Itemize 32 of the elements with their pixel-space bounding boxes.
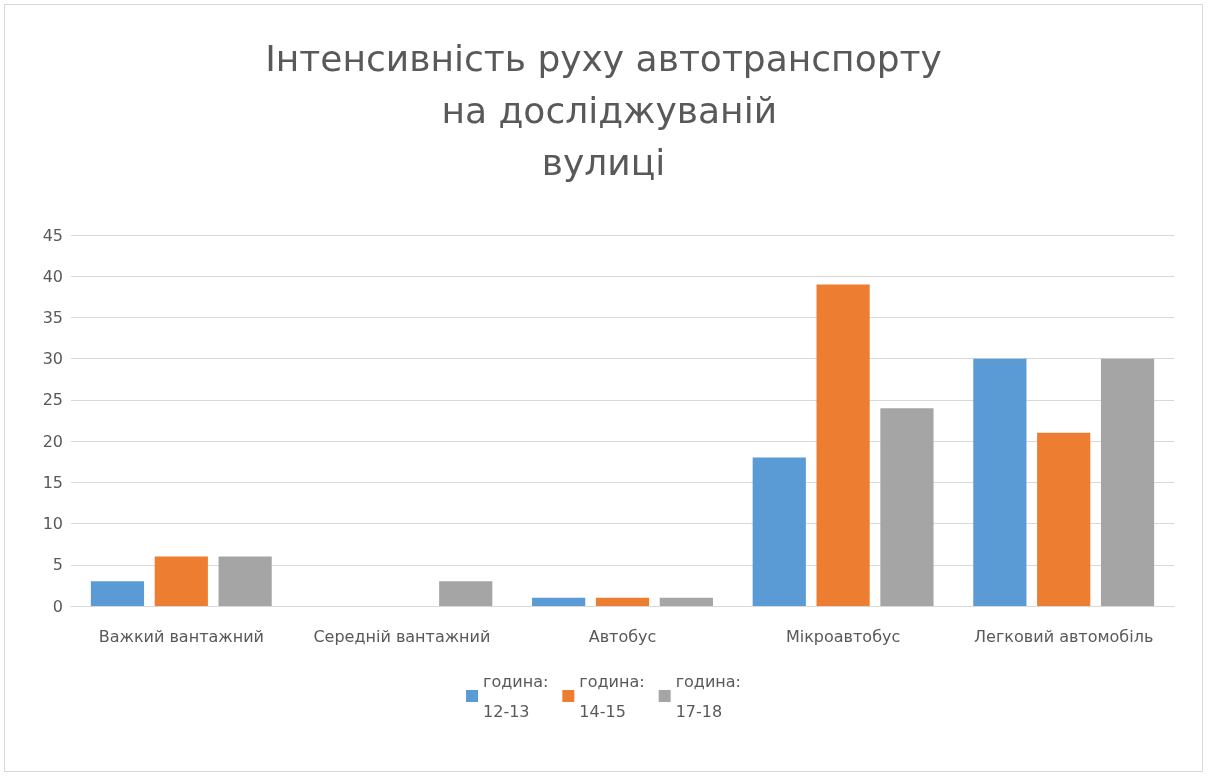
bar (880, 408, 934, 606)
legend-label: година: 17-18 (675, 671, 741, 721)
x-tick-label: Мікроавтобус (785, 626, 901, 646)
y-tick-label: 35 (42, 307, 63, 327)
y-tick-label: 20 (42, 431, 63, 451)
y-tick-label: 15 (42, 472, 63, 492)
bar (816, 284, 870, 606)
x-tick-label: Важкий вантажний (98, 626, 264, 646)
x-tick-label: Легковий автомобіль (974, 626, 1154, 646)
chart-title: Інтенсивність руху автотранспорту на досліджуваній вулиці (265, 37, 942, 183)
bar (532, 597, 586, 606)
y-tick-label: 10 (42, 514, 63, 534)
x-tick-label: Автобус (588, 626, 657, 646)
bar (659, 597, 713, 606)
bar (1100, 358, 1155, 606)
bar (218, 556, 272, 606)
y-tick-label: 5 (52, 555, 63, 575)
y-tick-label: 40 (42, 266, 63, 286)
legend-label: година: 12-13 (483, 671, 549, 721)
legend-label: година: 14-15 (579, 671, 645, 721)
x-tick-label: Середній вантажний (313, 626, 491, 646)
bar (439, 581, 493, 606)
bar (1037, 432, 1091, 606)
y-tick-label: 45 (42, 225, 63, 245)
bar (154, 556, 208, 606)
y-tick-label: 25 (42, 390, 63, 410)
bar (752, 457, 806, 606)
bar (90, 581, 145, 606)
y-tick-label: 30 (42, 349, 63, 369)
y-tick-label: 0 (52, 596, 63, 616)
bar (595, 597, 650, 606)
bar (973, 358, 1027, 606)
